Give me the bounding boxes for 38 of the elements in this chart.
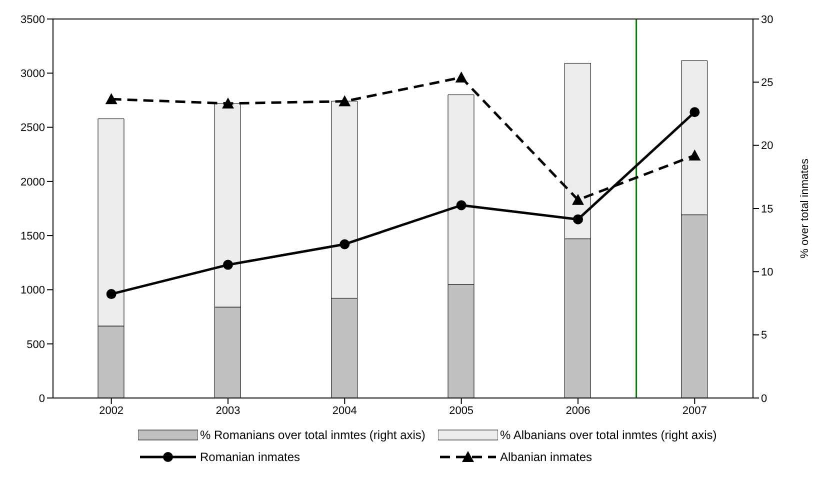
y2-tick-label: 15 bbox=[761, 203, 774, 216]
y-tick-label: 1000 bbox=[20, 284, 45, 297]
y2-tick-label: 10 bbox=[761, 266, 774, 279]
x-tick-label: 2005 bbox=[449, 404, 474, 417]
y-tick-label: 0 bbox=[38, 392, 45, 405]
point bbox=[455, 71, 468, 82]
point bbox=[106, 289, 116, 300]
x-tick-label: 2002 bbox=[99, 404, 124, 417]
x-tick-label: 2003 bbox=[216, 404, 240, 417]
y2-tick-label: 20 bbox=[761, 140, 774, 152]
x-tick-label: 2006 bbox=[566, 404, 590, 417]
y2-tick-label: 5 bbox=[761, 330, 768, 342]
y-tick-label: 2000 bbox=[20, 176, 45, 188]
legend-label: Albanian inmates bbox=[500, 450, 592, 464]
point bbox=[340, 239, 350, 250]
y-tick-label: 3500 bbox=[20, 14, 45, 26]
y2-tick-label: 25 bbox=[761, 77, 774, 90]
point bbox=[573, 214, 583, 224]
x-tick-label: 2007 bbox=[682, 404, 707, 417]
point bbox=[690, 107, 700, 118]
point bbox=[456, 200, 466, 210]
legend-label: Romanian inmates bbox=[200, 450, 300, 464]
y-tick-label: 3000 bbox=[20, 68, 45, 80]
point bbox=[223, 260, 233, 270]
y2-axis-title: % over total inmates bbox=[798, 158, 811, 258]
x-tick-label: 2004 bbox=[332, 404, 357, 417]
point bbox=[572, 194, 584, 205]
y2-tick-label: 0 bbox=[761, 392, 768, 405]
legend-label: % Romanians over total inmtes (right axis) bbox=[200, 428, 426, 442]
point bbox=[688, 149, 701, 160]
y-tick-label: 2500 bbox=[20, 122, 45, 134]
point bbox=[105, 93, 118, 104]
y2-tick-label: 30 bbox=[761, 14, 774, 26]
point bbox=[222, 97, 234, 108]
point bbox=[338, 95, 351, 106]
y-tick-label: 500 bbox=[26, 338, 45, 351]
y-tick-label: 1500 bbox=[20, 230, 45, 242]
legend-label: % Albanians over total inmtes (right axis) bbox=[500, 428, 717, 442]
